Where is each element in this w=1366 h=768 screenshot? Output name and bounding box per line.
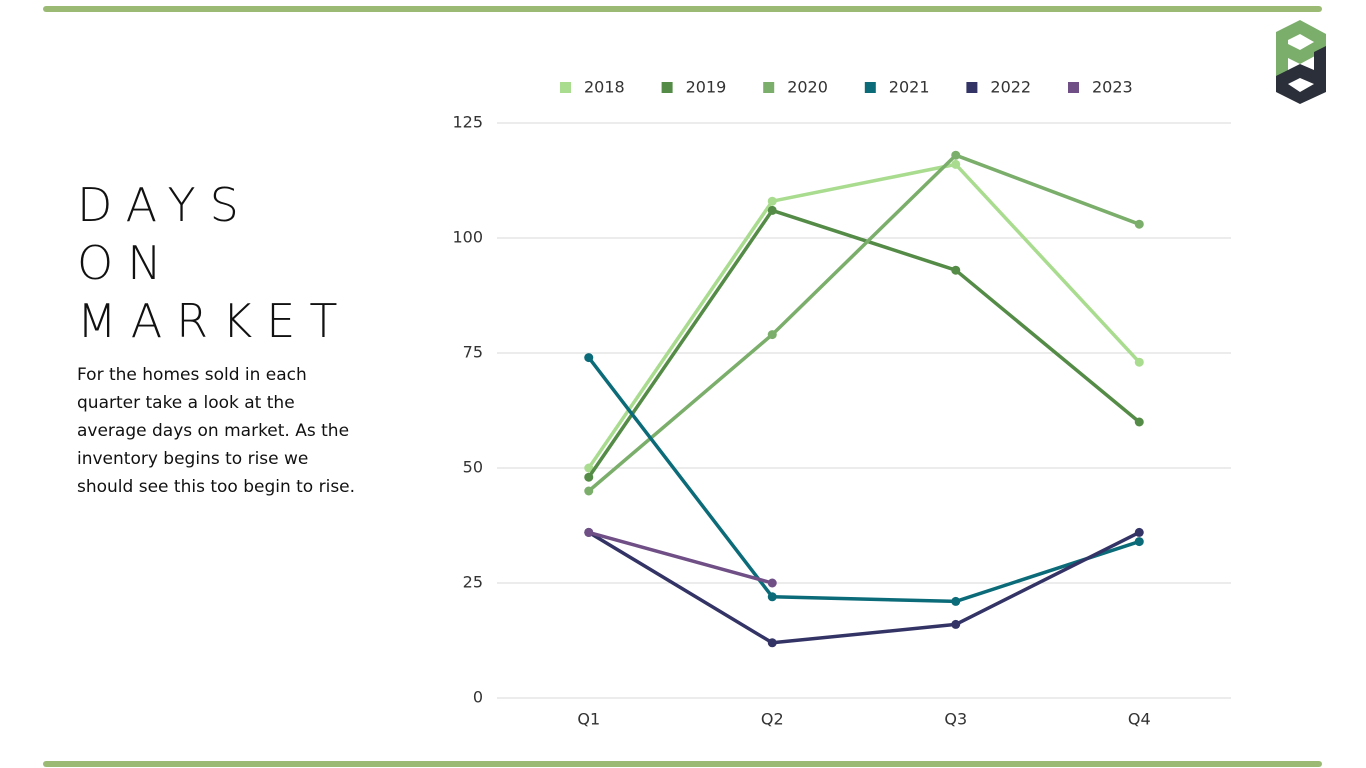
series-line bbox=[587, 356, 1140, 604]
data-point bbox=[1134, 527, 1144, 537]
data-point bbox=[1134, 357, 1144, 367]
data-point bbox=[951, 159, 961, 169]
legend-label: 2022 bbox=[990, 78, 1031, 97]
data-point bbox=[584, 472, 594, 482]
title-line: ON bbox=[77, 236, 176, 290]
data-point bbox=[767, 205, 777, 215]
data-point bbox=[1134, 537, 1144, 547]
y-tick-label: 50 bbox=[463, 458, 483, 477]
data-point bbox=[767, 196, 777, 206]
series-line bbox=[587, 530, 1141, 645]
legend-swatch bbox=[1068, 82, 1079, 93]
y-tick-label: 125 bbox=[452, 113, 483, 132]
x-tick-label: Q4 bbox=[1128, 710, 1151, 729]
data-point bbox=[584, 353, 594, 363]
title-line: DAYS bbox=[77, 178, 253, 232]
data-point bbox=[951, 150, 961, 160]
legend-label: 2019 bbox=[686, 78, 727, 97]
data-point bbox=[767, 330, 777, 340]
title-line: MARKET bbox=[77, 294, 352, 348]
y-tick-label: 25 bbox=[463, 573, 483, 592]
top-bar bbox=[43, 6, 1322, 12]
legend-swatch bbox=[966, 82, 978, 93]
data-point bbox=[951, 619, 961, 629]
legend-label: 2018 bbox=[584, 78, 625, 97]
y-tick-label: 75 bbox=[463, 343, 483, 362]
series-line bbox=[587, 208, 1141, 479]
legend-swatch bbox=[560, 82, 571, 93]
series-line bbox=[587, 162, 1141, 469]
legend-label: 2021 bbox=[889, 78, 930, 97]
series-line bbox=[587, 153, 1140, 493]
x-tick-label: Q3 bbox=[944, 710, 967, 729]
data-point bbox=[951, 596, 961, 606]
data-point bbox=[584, 463, 594, 473]
series-line bbox=[588, 530, 773, 585]
legend-label: 2023 bbox=[1092, 78, 1133, 97]
data-point bbox=[951, 265, 961, 275]
data-point bbox=[1134, 219, 1144, 229]
logo bbox=[1276, 20, 1326, 104]
x-tick-label: Q2 bbox=[761, 710, 784, 729]
legend-swatch bbox=[661, 82, 673, 93]
legend-label: 2020 bbox=[787, 78, 828, 97]
y-tick-label: 100 bbox=[452, 228, 483, 247]
data-point bbox=[584, 527, 594, 537]
data-point bbox=[1134, 417, 1144, 427]
slide-title: DAYS ON MARKET bbox=[77, 176, 351, 350]
x-tick-label: Q1 bbox=[577, 710, 600, 729]
slide-body: For the homes sold in each quarter take … bbox=[77, 365, 356, 497]
data-point bbox=[767, 638, 777, 648]
bottom-bar bbox=[43, 761, 1322, 767]
data-point bbox=[767, 592, 777, 602]
legend-swatch bbox=[763, 82, 775, 93]
legend-swatch bbox=[864, 82, 876, 93]
y-tick-label: 0 bbox=[473, 688, 483, 707]
data-point bbox=[584, 486, 594, 496]
data-point bbox=[767, 578, 777, 588]
